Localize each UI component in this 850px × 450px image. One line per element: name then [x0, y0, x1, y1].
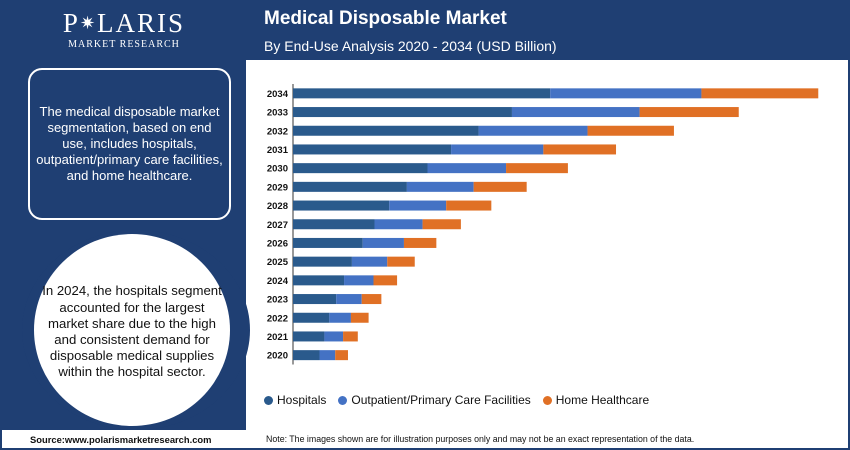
bar-home-healthcare-2033: [639, 107, 739, 118]
bar-home-healthcare-2020: [335, 350, 348, 361]
bar-outpatient-2027: [374, 219, 423, 230]
bar-outpatient-2030: [427, 163, 507, 174]
chart-subtitle: By End-Use Analysis 2020 - 2034 (USD Bil…: [264, 38, 557, 54]
tick-label-2033: 2033: [267, 108, 288, 119]
bar-outpatient-2020: [319, 350, 336, 361]
tick-label-2021: 2021: [267, 332, 289, 343]
bar-hospitals-2034: [293, 88, 551, 99]
bar-home-healthcare-2023: [361, 294, 382, 305]
bar-home-healthcare-2021: [343, 331, 358, 342]
bar-hospitals-2032: [293, 125, 479, 136]
legend-item-hospitals: Hospitals: [264, 393, 326, 407]
bar-outpatient-2024: [344, 275, 374, 286]
bar-outpatient-2021: [324, 331, 344, 342]
bar-hospitals-2033: [293, 107, 512, 118]
bar-hospitals-2031: [293, 144, 452, 155]
chart-title: Medical Disposable Market: [264, 8, 507, 29]
stacked-bar-chart: 2034 2033 2032 2031 2030 2029 2028 2027 2026 2025…: [267, 84, 819, 365]
bar-outpatient-2032: [478, 125, 588, 136]
highlight-callout: In 2024, the hospitals segment accounted…: [22, 230, 302, 442]
legend-item-outpatient: Outpatient/Primary Care Facilities: [338, 393, 531, 407]
tick-label-2028: 2028: [267, 201, 288, 212]
chart-legend: Hospitals Outpatient/Primary Care Facili…: [264, 392, 661, 408]
source-text: Source:www.polarismarketresearch.com: [30, 434, 212, 445]
bar-home-healthcare-2022: [350, 312, 369, 323]
tick-label-2027: 2027: [267, 220, 288, 231]
legend-dot-outpatient: [338, 395, 348, 405]
bar-outpatient-2031: [451, 144, 544, 155]
star-icon: ✷: [79, 13, 98, 33]
bar-home-healthcare-2029: [473, 181, 527, 192]
tick-label-2030: 2030: [267, 164, 288, 175]
footer: Source:www.polarismarketresearch.com Not…: [2, 430, 848, 448]
legend-label-hospitals: Hospitals: [277, 393, 327, 407]
bar-home-healthcare-2032: [587, 125, 674, 136]
header-bar: Medical Disposable Market By End-Use Ana…: [246, 2, 848, 60]
bar-outpatient-2026: [362, 237, 404, 248]
logo-name-left: P: [62, 8, 80, 38]
tick-label-2023: 2023: [267, 295, 288, 306]
bar-home-healthcare-2030: [506, 163, 568, 174]
bar-hospitals-2021: [293, 331, 325, 342]
tick-label-2020: 2020: [267, 351, 288, 362]
bar-home-healthcare-2031: [543, 144, 617, 155]
bar-outpatient-2028: [389, 200, 447, 211]
bar-outpatient-2025: [351, 256, 388, 267]
bar-hospitals-2025: [293, 256, 352, 267]
legend-item-home-healthcare: Home Healthcare: [542, 393, 650, 407]
bar-outpatient-2029: [406, 181, 474, 192]
legend-dot-hospitals: [264, 395, 273, 405]
bar-hospitals-2026: [293, 237, 363, 248]
tick-label-2032: 2032: [267, 126, 288, 137]
bar-hospitals-2027: [293, 219, 375, 230]
tick-label-2026: 2026: [267, 238, 288, 249]
callout-inner: In 2024, the hospitals segment accounted…: [34, 234, 230, 426]
legend-label-outpatient: Outpatient/Primary Care Facilities: [351, 393, 531, 407]
tick-label-2031: 2031: [267, 145, 289, 156]
bar-hospitals-2030: [293, 163, 428, 174]
legend-label-home-healthcare: Home Healthcare: [555, 393, 650, 407]
bar-hospitals-2022: [293, 312, 330, 323]
bar-hospitals-2023: [293, 294, 337, 305]
logo-name-right: LARIS: [97, 8, 186, 38]
tick-label-2024: 2024: [267, 276, 289, 287]
tick-label-2029: 2029: [267, 182, 288, 193]
bar-hospitals-2024: [293, 275, 345, 286]
polaris-logo: P✷LARIS MARKET RESEARCH: [2, 8, 246, 50]
segmentation-box: The medical disposable market segmentati…: [28, 68, 231, 220]
tick-label-2034: 2034: [267, 89, 289, 100]
bar-home-healthcare-2025: [387, 256, 415, 267]
bar-home-healthcare-2027: [422, 219, 461, 230]
bar-hospitals-2028: [293, 200, 390, 211]
segmentation-text: The medical disposable market segmentati…: [36, 104, 223, 183]
logo-tagline: MARKET RESEARCH: [68, 39, 180, 50]
bar-home-healthcare-2028: [446, 200, 492, 211]
bar-home-healthcare-2024: [373, 275, 398, 286]
bar-hospitals-2029: [293, 181, 407, 192]
tick-label-2025: 2025: [267, 257, 289, 268]
bar-home-healthcare-2034: [701, 88, 819, 99]
bar-outpatient-2023: [336, 294, 362, 305]
bar-outpatient-2033: [511, 107, 640, 118]
tick-label-2022: 2022: [267, 313, 288, 324]
bar-outpatient-2022: [329, 312, 351, 323]
bar-hospitals-2020: [293, 350, 320, 361]
disclaimer-note: Note: The images shown are for illustrat…: [266, 434, 695, 444]
callout-text: In 2024, the hospitals segment accounted…: [42, 283, 222, 380]
bar-outpatient-2034: [550, 88, 702, 99]
bar-home-healthcare-2026: [403, 237, 437, 248]
legend-dot-home-healthcare: [542, 395, 552, 405]
callout-circle: In 2024, the hospitals segment accounted…: [22, 230, 250, 430]
